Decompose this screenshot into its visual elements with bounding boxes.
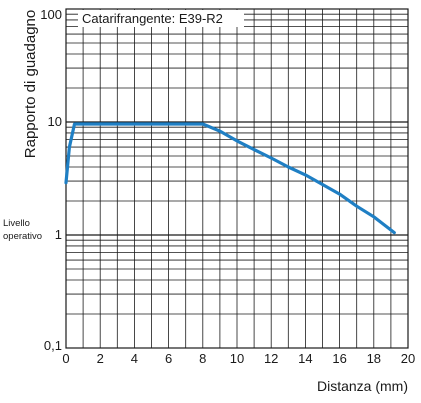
data-point (116, 123, 119, 125)
y-tick-label: 100 (40, 7, 62, 22)
x-tick-label: 20 (401, 351, 415, 366)
data-point (304, 174, 307, 176)
series-line (64, 122, 396, 235)
y-tick-label: 0,1 (44, 338, 62, 353)
data-point (236, 140, 238, 142)
legend-background (78, 10, 244, 27)
data-point (393, 231, 396, 234)
data-point (338, 193, 341, 195)
data-point (373, 215, 375, 218)
x-tick-label: 6 (165, 351, 172, 366)
data-point (184, 123, 187, 125)
annotation-label: Livello (3, 218, 30, 229)
legend-label: Catarifrangente: E39-R2 (82, 11, 223, 26)
chart-grid (66, 9, 408, 348)
x-axis-label: Distanza (mm) (317, 378, 408, 394)
data-point (65, 181, 67, 184)
series-group (64, 122, 396, 235)
data-point (68, 146, 71, 148)
data-point (270, 157, 273, 159)
data-point (82, 123, 84, 125)
data-point (219, 130, 221, 132)
y-tick-label: 10 (48, 114, 62, 129)
y-tick-label: 1 (55, 227, 62, 242)
data-point (253, 148, 255, 151)
y-tick-labels: 0,1 1 10 100 (40, 7, 62, 353)
annotation-label: operativo (3, 231, 42, 242)
y-axis-label: Rapporto di guadagno (22, 10, 39, 158)
data-point (150, 123, 153, 125)
annotations: Livello operativo (3, 218, 42, 242)
x-tick-label: 18 (367, 351, 381, 366)
data-point (355, 205, 358, 207)
data-point (73, 123, 76, 125)
data-point (202, 123, 204, 125)
x-tick-label: 12 (264, 351, 278, 366)
x-tick-label: 2 (97, 351, 104, 366)
data-point (321, 183, 324, 186)
x-tick-labels: 0 2 4 6 8 10 12 14 16 18 20 (62, 351, 415, 366)
x-tick-label: 14 (298, 351, 312, 366)
x-tick-label: 0 (62, 351, 69, 366)
x-tick-label: 8 (199, 351, 206, 366)
x-tick-label: 16 (332, 351, 346, 366)
x-tick-label: 4 (131, 351, 138, 366)
data-point (287, 166, 290, 168)
x-tick-label: 10 (230, 351, 244, 366)
